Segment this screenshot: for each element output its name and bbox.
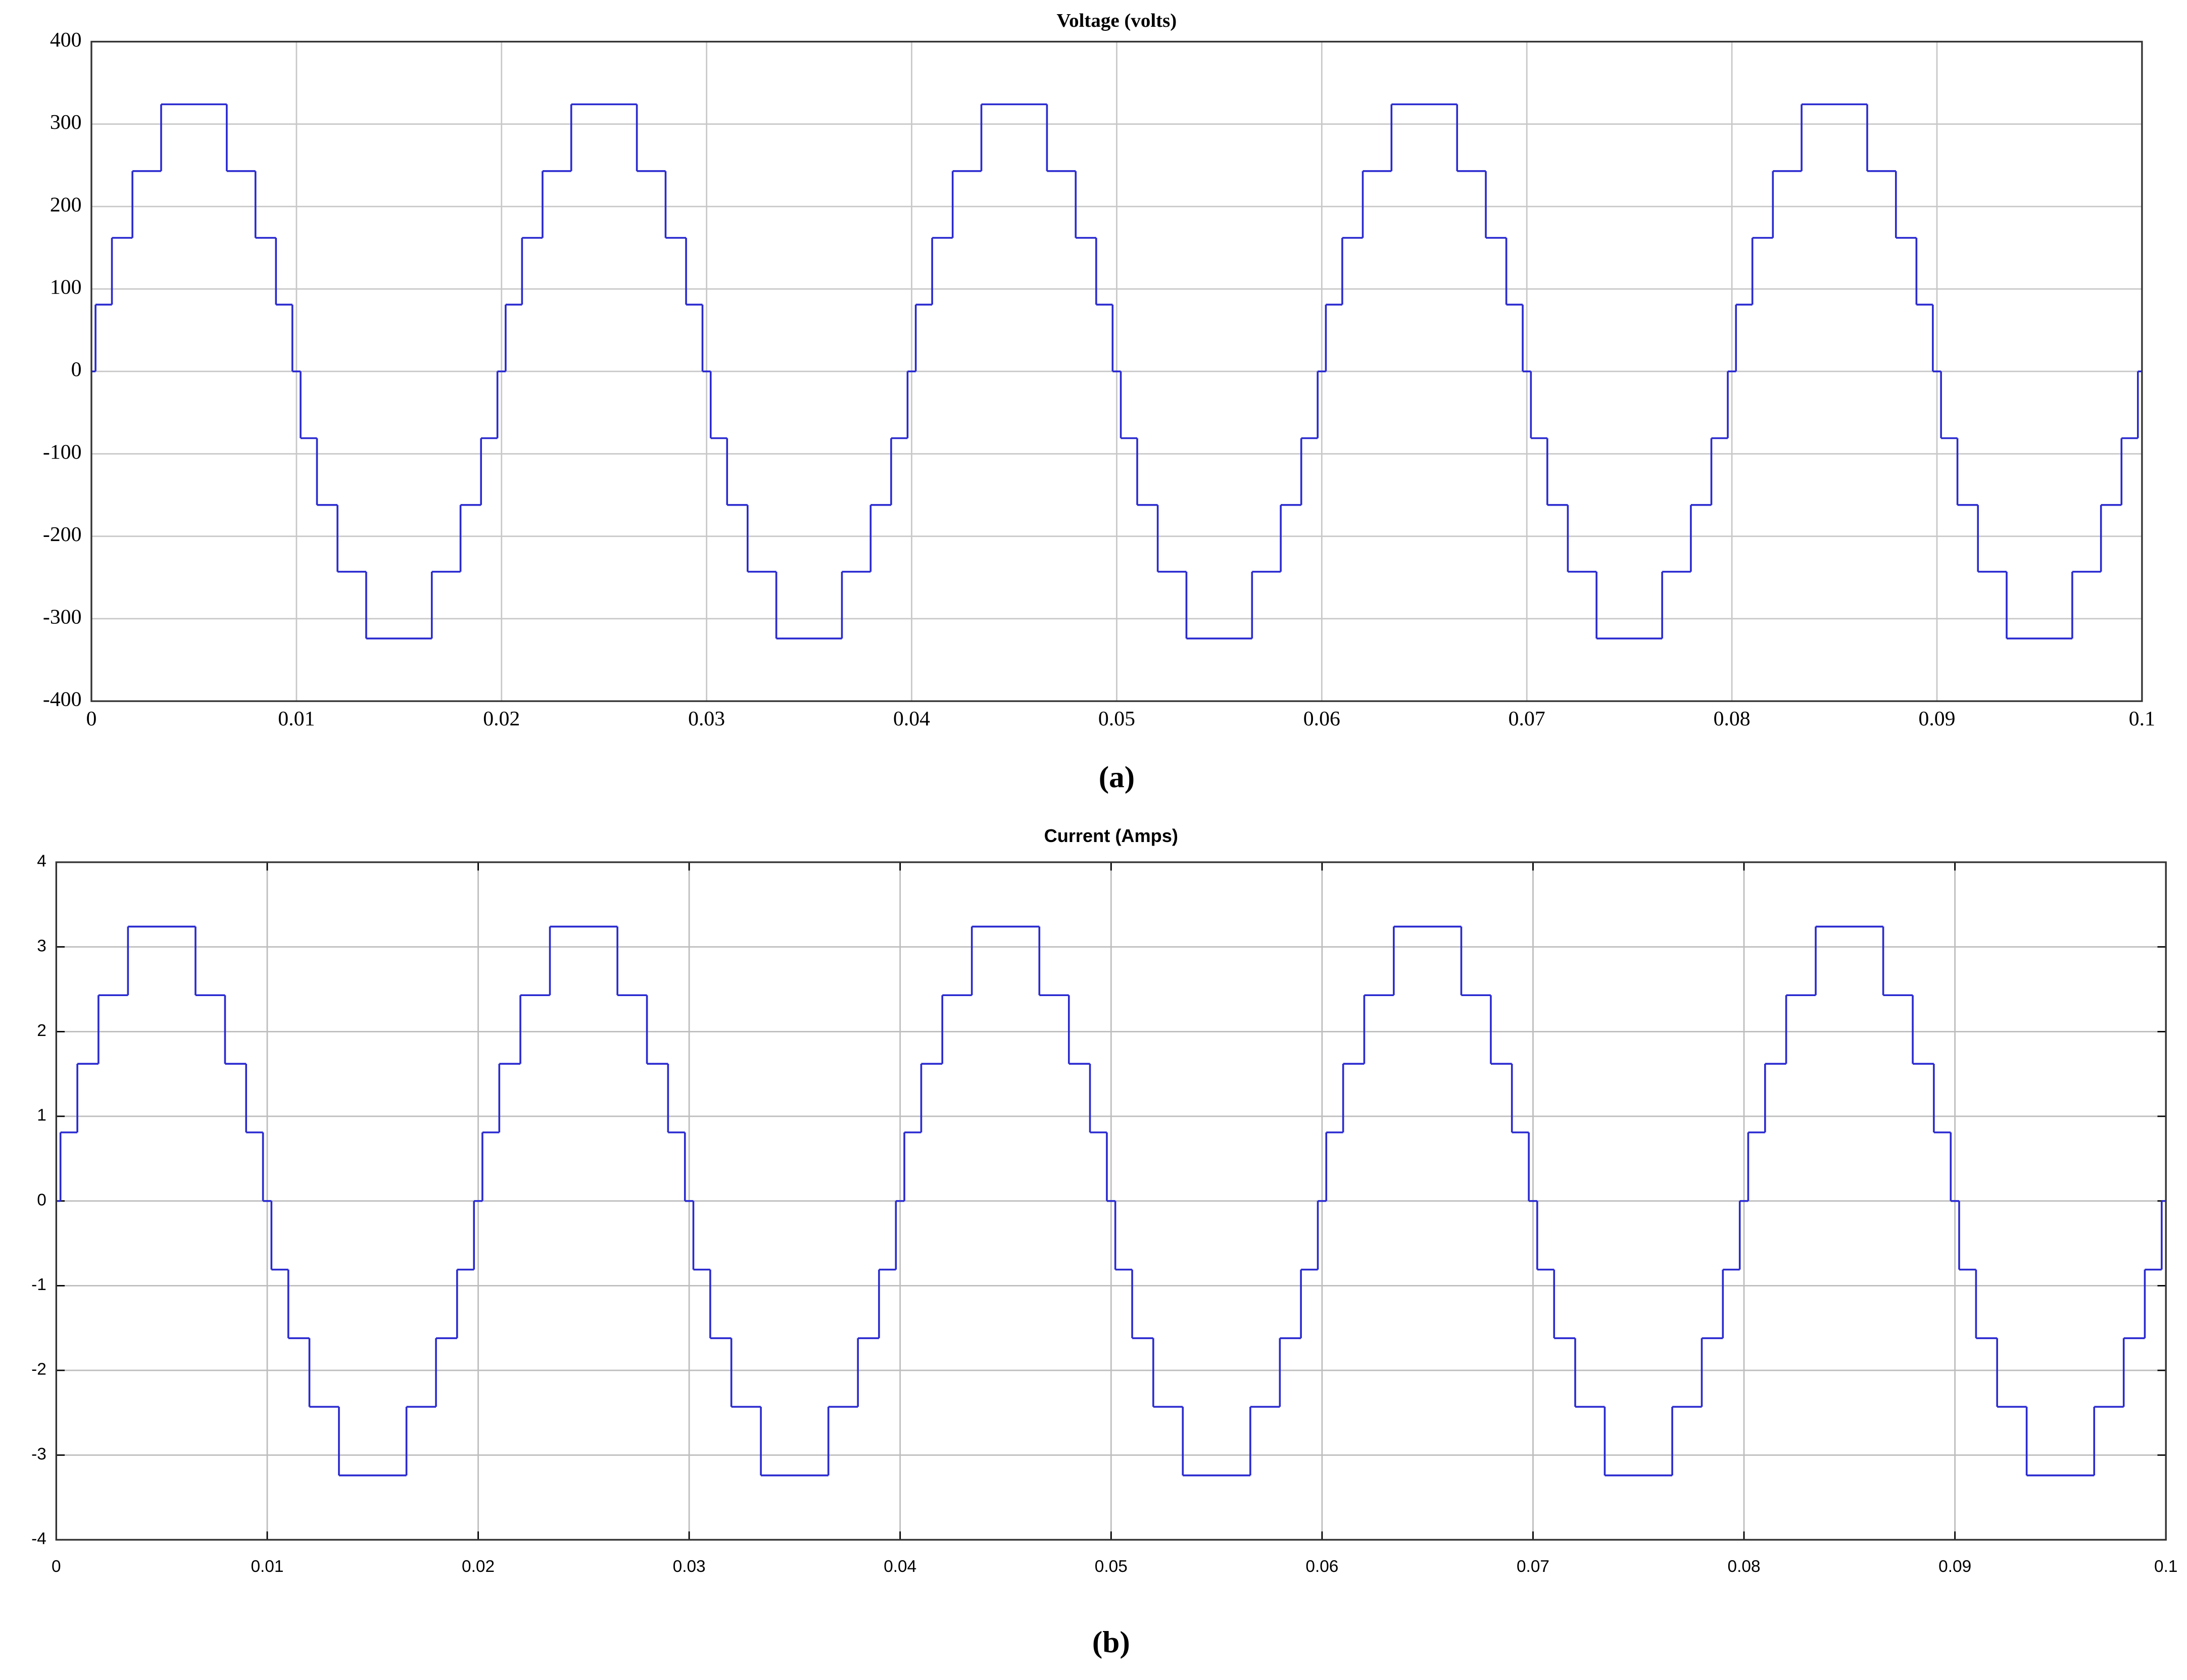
x-tick-label: 0.05 xyxy=(1098,707,1135,730)
x-tick-label: 0.03 xyxy=(688,707,725,730)
y-tick-label: 0 xyxy=(71,358,82,381)
x-tick-label: 0.07 xyxy=(1509,707,1545,730)
y-tick-label: 200 xyxy=(50,193,82,216)
y-tick-label: 1 xyxy=(37,1106,46,1125)
x-tick-label: 0.07 xyxy=(1517,1557,1549,1576)
caption: (a) xyxy=(1099,761,1135,795)
y-tick-label: 400 xyxy=(50,28,82,51)
chart-title: Current (Amps) xyxy=(1044,825,1178,846)
x-tick-label: 0 xyxy=(52,1557,61,1576)
y-tick-label: -3 xyxy=(31,1445,46,1464)
x-tick-label: 0.04 xyxy=(893,707,930,730)
y-tick-label: -1 xyxy=(31,1275,46,1294)
y-tick-label: 100 xyxy=(50,275,82,299)
x-tick-label: 0.01 xyxy=(278,707,315,730)
y-tick-label: -4 xyxy=(31,1529,46,1548)
x-tick-label: 0.05 xyxy=(1095,1557,1128,1576)
plot-frame xyxy=(90,40,2143,702)
x-tick-label: 0.06 xyxy=(1305,1557,1338,1576)
y-tick-label: -400 xyxy=(43,687,82,711)
caption: (b) xyxy=(1092,1625,1130,1659)
plot-frame xyxy=(55,861,2167,1541)
y-tick-label: -200 xyxy=(43,522,82,546)
y-tick-label: 0 xyxy=(37,1191,46,1210)
y-tick-label: -2 xyxy=(31,1360,46,1379)
current-chart: Current (Amps) -4 -3 -2 -1 0 1 2 3 4 0 0.01 0.02 0.03… xyxy=(31,825,2177,1659)
x-tick-label: 0.08 xyxy=(1728,1557,1761,1576)
x-tick-label: 0.08 xyxy=(1714,707,1751,730)
y-tick-label: -100 xyxy=(43,440,82,463)
x-tick-label: 0 xyxy=(86,707,97,730)
x-tick-label: 0.09 xyxy=(1938,1557,1971,1576)
x-tick-label: 0.1 xyxy=(2154,1557,2177,1576)
y-tick-label: 300 xyxy=(50,110,82,133)
x-tick-label: 0.09 xyxy=(1918,707,1955,730)
y-tick-label: 3 xyxy=(37,937,46,956)
y-tick-label: 4 xyxy=(37,852,46,871)
x-tick-label: 0.06 xyxy=(1303,707,1340,730)
x-tick-label: 0.01 xyxy=(251,1557,283,1576)
x-tick-label: 0.03 xyxy=(673,1557,706,1576)
x-tick-label: 0.02 xyxy=(483,707,520,730)
y-tick-label: 2 xyxy=(37,1021,46,1040)
x-tick-label: 0.1 xyxy=(2129,707,2155,730)
y-tick-label: -300 xyxy=(43,605,82,628)
x-tick-label: 0.04 xyxy=(884,1557,916,1576)
voltage-chart: Voltage (volts) -400 -300 -200 -100 0 100 200 30… xyxy=(43,10,2155,795)
chart-title: Voltage (volts) xyxy=(1057,10,1177,31)
x-tick-label: 0.02 xyxy=(462,1557,495,1576)
